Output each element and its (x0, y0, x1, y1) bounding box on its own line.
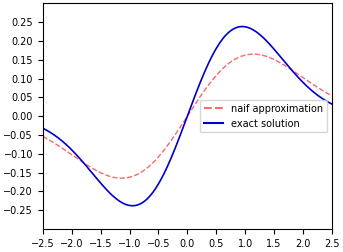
Legend: naif approximation, exact solution: naif approximation, exact solution (200, 100, 327, 133)
